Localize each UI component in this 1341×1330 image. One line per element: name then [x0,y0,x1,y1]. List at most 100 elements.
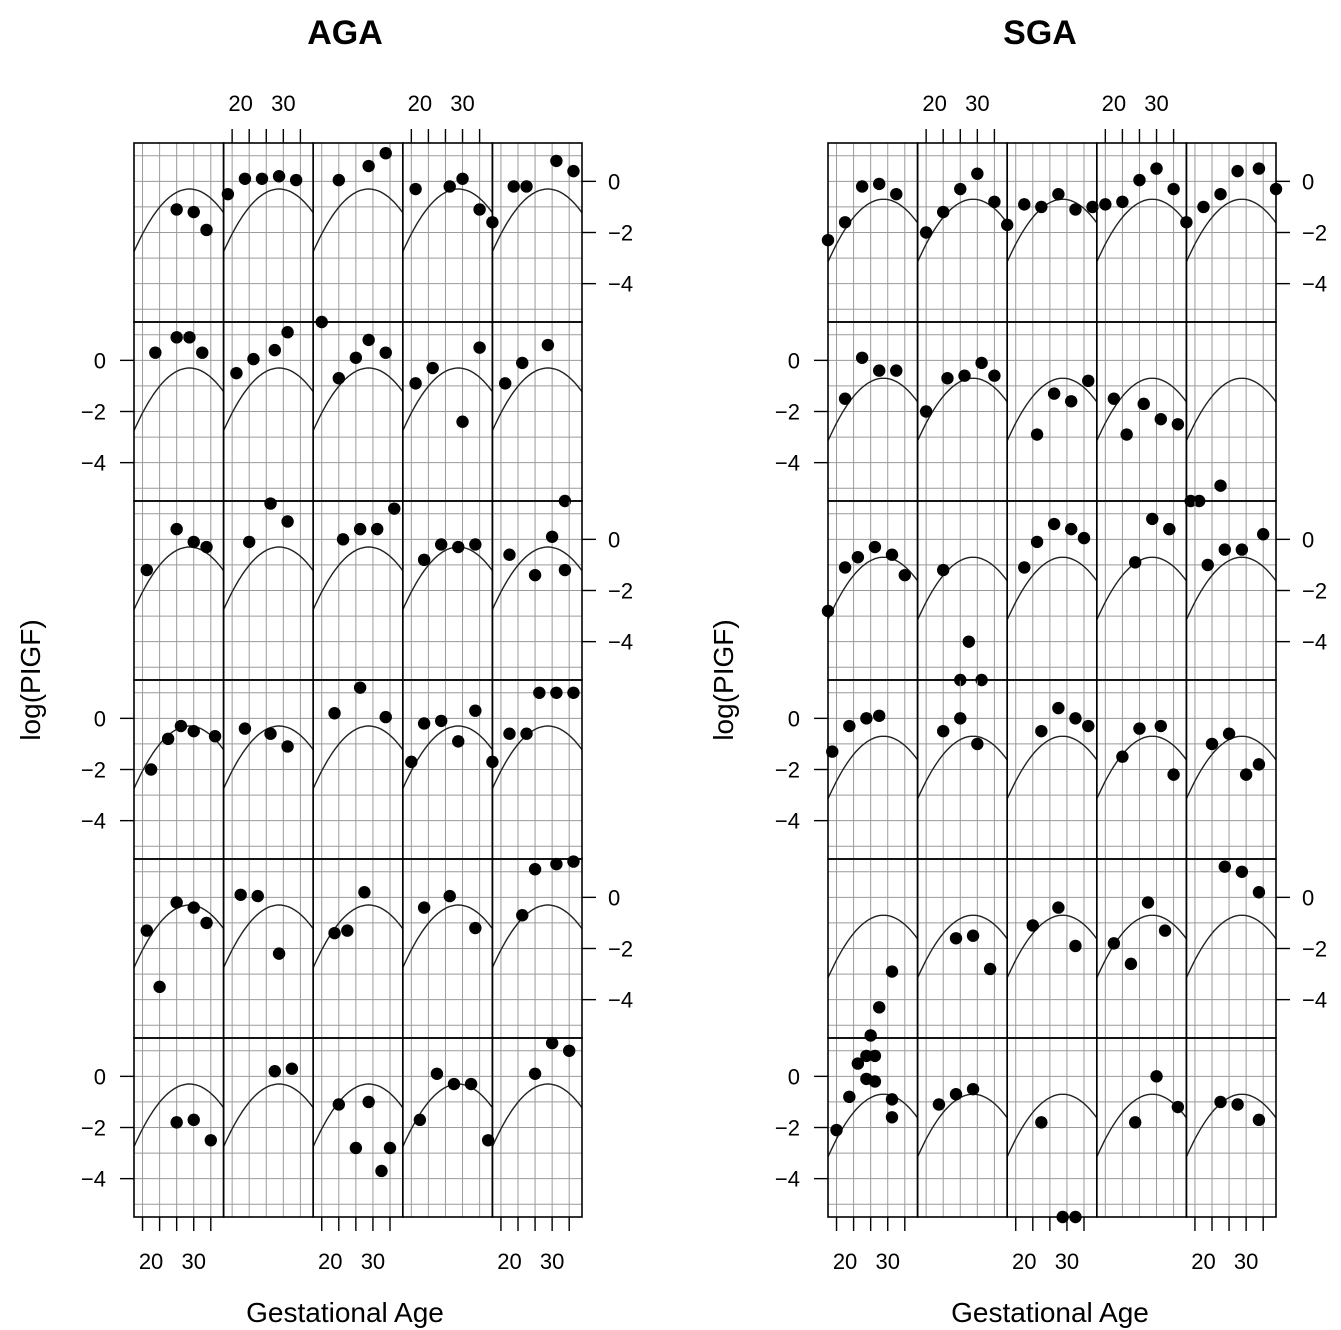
aga-x-tick-label: 30 [181,1249,205,1274]
sga-data-point [1077,531,1091,545]
sga-data-point [937,205,950,219]
aga-data-point [379,147,392,160]
sga-fitted-curve [827,1093,919,1158]
sga-data-point [1252,886,1266,899]
sga-data-point [1018,561,1031,574]
aga-data-point [528,1067,542,1081]
sga-y-tick-label: 0 [788,348,800,373]
aga-panel [133,500,225,681]
sga-data-point [838,561,852,574]
sga-data-point [1026,919,1040,932]
sga-data-point [1197,200,1210,214]
sga-data-point [1065,395,1078,408]
sga-data-point [868,1049,882,1063]
sga-data-point [1171,418,1185,431]
aga-fitted-curve [222,904,314,968]
sga-data-point [1167,182,1180,196]
sga-x-tick-label: 30 [965,91,989,116]
aga-panel [401,500,494,681]
aga-data-point [208,730,222,743]
aga-y-tick-label: −4 [81,451,106,476]
aga-lattice: 20 30 20 30 20 30 20 30 20 30 0 −2 −4 0 −2 −4 0 −2 −4 0 −2 −4… [81,91,633,1274]
aga-data-point [443,180,456,193]
aga-fitted-curve [312,367,404,431]
aga-data-point [533,686,546,699]
aga-data-point [473,341,486,354]
aga-panel [312,858,404,1039]
aga-xlabel: Gestational Age [246,1297,444,1328]
sga-data-point [988,195,1001,209]
aga-data-point [183,331,196,344]
sga-data-point [843,1090,856,1104]
aga-data-point [481,1134,495,1147]
aga-data-point [452,735,465,748]
sga-x-tick-label: 20 [1012,1249,1036,1274]
aga-y-tick-label: 0 [94,1064,106,1089]
aga-data-point [264,727,277,740]
sga-data-point [864,1029,877,1042]
aga-data-point [289,173,303,187]
sga-data-point [860,1049,873,1063]
aga-data-point [545,530,559,543]
sga-data-point [1082,719,1095,733]
sga-panel [916,142,1008,323]
sga-panel [1180,142,1283,323]
sga-fitted-curve [827,377,919,442]
sga-fitted-curve [1096,1093,1187,1158]
sga-data-point [830,1123,843,1137]
sga-ylabel: log(PIGF) [708,619,739,740]
sga-fitted-curve [827,198,919,263]
sga-data-point [1035,200,1048,214]
aga-data-point [255,172,269,185]
aga-data-point [200,916,213,930]
aga-data-point [140,924,153,937]
sga-data-point [932,1098,946,1111]
aga-data-point [170,522,183,536]
aga-data-point [200,540,213,554]
aga-data-point [362,1095,375,1109]
aga-panel [401,858,494,1039]
aga-data-point [567,855,580,868]
aga-y-tick-label: 0 [608,527,620,552]
sga-fitted-curve [1006,556,1098,621]
sga-data-point [975,356,988,370]
aga-data-point [405,755,418,769]
aga-data-point [516,909,529,922]
sga-y-tick-label: 0 [1302,885,1314,910]
aga-panel [401,142,499,323]
aga-fitted-curve [491,188,583,252]
sga-y-tick-label: −4 [775,451,800,476]
sga-y-tick-label: 0 [1302,169,1314,194]
sga-fitted-curve [1006,735,1098,800]
sga-panel [1096,142,1188,323]
aga-x-tick-label: 20 [139,1249,163,1274]
sga-data-point [937,724,950,738]
sga-fitted-curve [916,735,1008,800]
aga-data-point [409,377,422,390]
aga-panel [222,321,315,502]
aga-y-tick-label: −4 [81,1167,106,1192]
aga-data-point [353,681,367,694]
sga-panel [1185,679,1277,860]
sga-panel [1006,858,1098,1039]
aga-data-point [528,568,542,582]
sga-data-point [851,1057,865,1070]
sga-x-tick-label: 20 [1102,91,1126,116]
aga-data-point [362,333,375,347]
sga-data-point [966,1082,980,1096]
aga-fitted-curve [222,546,314,610]
sga-panel [1184,321,1277,508]
aga-fitted-curve [312,725,404,789]
sga-data-point [1163,522,1176,536]
aga-data-point [358,886,371,899]
sga-y-tick-label: −4 [1302,988,1327,1013]
aga-data-point [383,1141,397,1155]
sga-data-point [1218,543,1232,556]
sga-fitted-curve [916,556,1008,621]
aga-x-tick-label: 20 [228,91,252,116]
sga-panel [821,500,919,681]
sga-data-point [954,712,967,725]
sga-panel [916,858,1008,1039]
aga-fitted-curve [491,367,583,431]
